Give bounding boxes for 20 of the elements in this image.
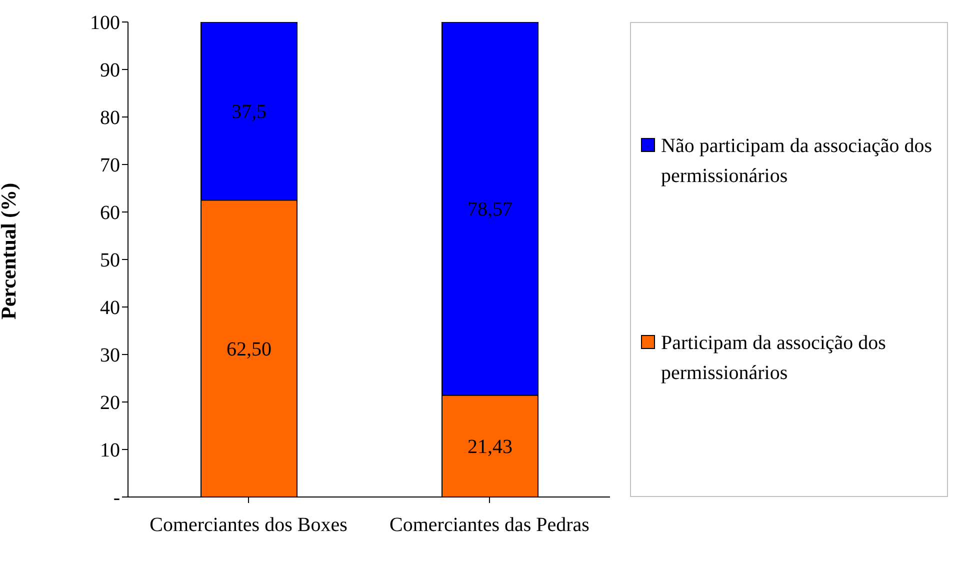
data-label: 78,57 [468,198,512,221]
y-tick-label: 10 [100,440,120,462]
y-tick-label: - [113,487,120,510]
data-label: 21,43 [468,436,512,458]
y-tick-label: 50 [100,250,120,272]
x-tick-label: Comerciantes das Pedras [390,514,590,536]
y-axis-title: Percentual (%) [0,182,20,320]
y-tick-label: 40 [100,297,120,320]
y-tick-label: 20 [100,392,120,414]
y-tick-label: 100 [90,12,120,34]
legend-label: Participam da associção dos permissionários [661,330,887,386]
legend-label: Não participam da associação dos permissionários [661,134,934,190]
y-tick-label: 60 [100,202,120,224]
data-label: 62,50 [226,338,272,361]
y-tick-label: 80 [100,107,120,130]
y-tick-label: 90 [100,60,120,82]
y-tick-label: 30 [100,344,120,367]
x-tick-label: Comerciantes dos Boxes [150,514,348,536]
data-label: 37,5 [232,101,266,124]
y-tick-label: 70 [100,154,120,177]
